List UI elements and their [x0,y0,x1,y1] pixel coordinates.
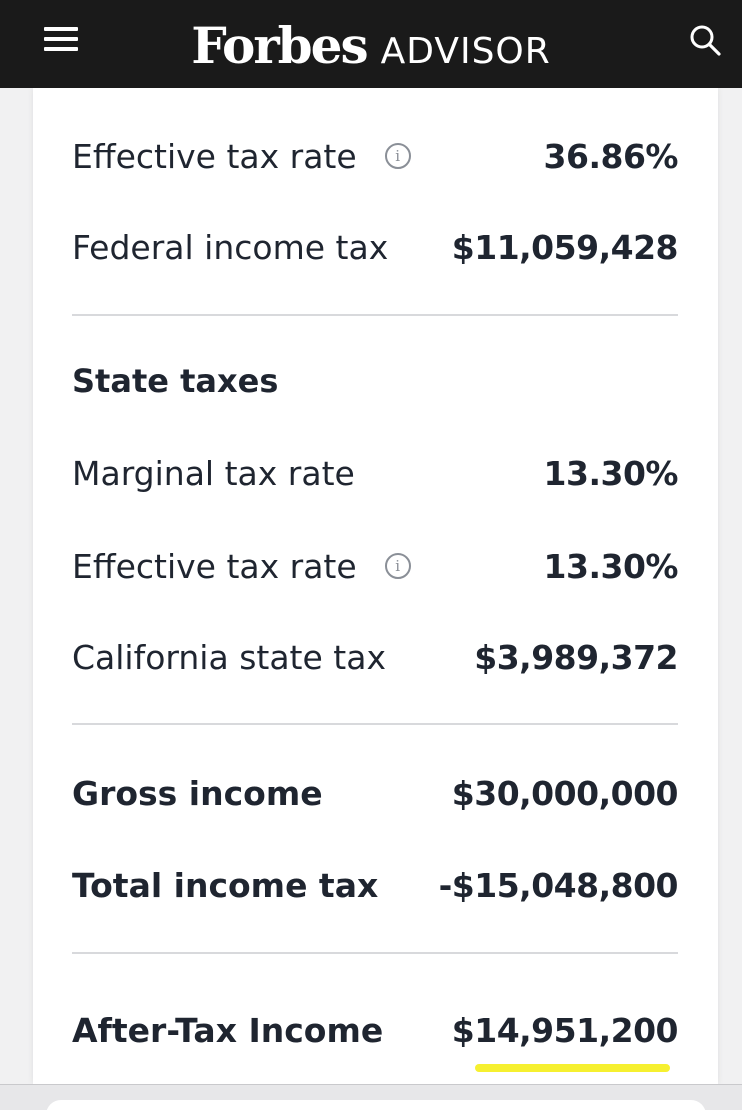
gross-income-row: Gross income $30,000,000 [72,768,679,818]
state-marginal-rate-row: Marginal tax rate 13.30% [72,448,679,498]
federal-effective-rate-row: Effective tax rate i 36.86% [72,131,679,181]
after-tax-income-row: After-Tax Income $14,951,200 [72,1005,679,1055]
california-state-tax-value: $3,989,372 [474,637,678,677]
divider [72,952,678,954]
state-taxes-heading: State taxes [72,362,279,400]
state-effective-rate-value: 13.30% [543,546,679,586]
divider [72,314,678,316]
site-header: Forbes ADVISOR [0,0,742,88]
federal-effective-rate-value: 36.86% [543,136,679,176]
info-icon[interactable]: i [384,553,411,579]
after-tax-income-label: After-Tax Income [72,1010,384,1050]
state-effective-rate-row: Effective tax rate i 13.30% [72,541,679,591]
federal-income-tax-row: Federal income tax $11,059,428 [72,222,679,272]
logo-forbes-text: Forbes [191,15,368,75]
forbes-advisor-logo[interactable]: Forbes ADVISOR [191,16,551,75]
state-marginal-rate-value: 13.30% [543,453,679,493]
california-state-tax-label: California state tax [72,637,386,677]
hamburger-menu-icon[interactable] [44,27,78,51]
tax-results-card [33,88,718,1084]
gross-income-value: $30,000,000 [451,773,679,813]
california-state-tax-row: California state tax $3,989,372 [72,632,678,682]
total-income-tax-label: Total income tax [72,865,379,905]
federal-income-tax-label: Federal income tax [72,227,389,267]
logo-advisor-text: ADVISOR [380,30,551,72]
divider [72,723,678,725]
gross-income-label: Gross income [72,773,323,813]
total-income-tax-row: Total income tax -$15,048,800 [72,860,679,910]
info-icon[interactable]: i [384,143,411,169]
federal-income-tax-value: $11,059,428 [451,227,679,267]
after-tax-income-value: $14,951,200 [451,1010,679,1050]
state-marginal-rate-label: Marginal tax rate [72,453,355,493]
federal-effective-rate-label: Effective tax rate i [72,137,411,176]
yellow-highlight-mark [475,1064,670,1072]
total-income-tax-value: -$15,048,800 [438,865,679,905]
browser-address-pill[interactable] [46,1100,706,1110]
state-effective-rate-label: Effective tax rate i [72,547,411,586]
search-icon[interactable] [688,23,722,57]
